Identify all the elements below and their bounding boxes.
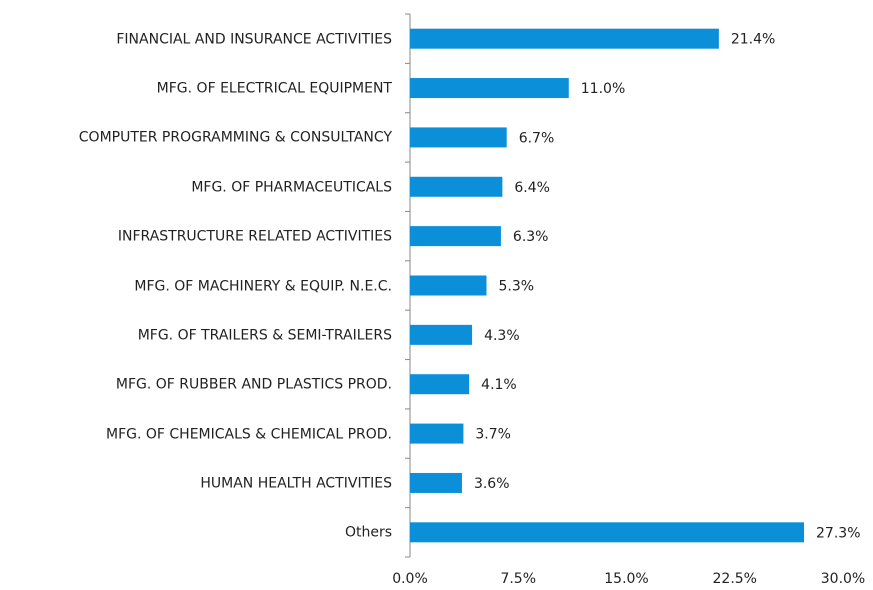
- value-label: 4.1%: [481, 377, 517, 393]
- category-label: FINANCIAL AND INSURANCE ACTIVITIES: [116, 31, 392, 48]
- bar: [410, 78, 569, 99]
- value-label: 3.7%: [475, 427, 511, 443]
- bar: [410, 522, 805, 543]
- bar: [410, 127, 507, 148]
- value-label: 11.0%: [581, 81, 625, 97]
- category-label: Others: [344, 524, 392, 541]
- bar: [410, 226, 501, 247]
- bar: [410, 472, 462, 493]
- value-label: 27.3%: [816, 525, 860, 541]
- x-tick-label: 22.5%: [713, 571, 757, 587]
- bar: [410, 423, 464, 444]
- x-tick-label: 7.5%: [500, 571, 536, 587]
- bar: [410, 176, 503, 197]
- value-label: 21.4%: [731, 32, 775, 48]
- value-label: 6.3%: [513, 229, 549, 245]
- category-label: INFRASTRUCTURE RELATED ACTIVITIES: [117, 228, 392, 245]
- category-label: MFG. OF MACHINERY & EQUIP. N.E.C.: [134, 278, 392, 294]
- x-tick-label: 15.0%: [604, 571, 648, 587]
- category-label: MFG. OF PHARMACEUTICALS: [191, 179, 392, 196]
- category-label: MFG. OF TRAILERS & SEMI-TRAILERS: [137, 327, 392, 344]
- category-label: COMPUTER PROGRAMMING & CONSULTANCY: [78, 129, 392, 146]
- category-label: MFG. OF CHEMICALS & CHEMICAL PROD.: [106, 426, 392, 443]
- bar: [410, 275, 487, 296]
- value-label: 6.4%: [514, 180, 550, 196]
- category-label: MFG. OF RUBBER AND PLASTICS PROD.: [115, 376, 392, 393]
- x-tick-label: 0.0%: [392, 571, 428, 587]
- value-label: 5.3%: [498, 279, 534, 295]
- bar: [410, 28, 719, 49]
- value-label: 3.6%: [474, 476, 510, 492]
- x-tick-label: 30.0%: [821, 571, 865, 587]
- value-label: 6.7%: [519, 130, 555, 146]
- bar: [410, 374, 470, 395]
- category-label: HUMAN HEALTH ACTIVITIES: [200, 475, 392, 492]
- value-label: 4.3%: [484, 328, 520, 344]
- bar: [410, 324, 473, 345]
- category-label: MFG. OF ELECTRICAL EQUIPMENT: [156, 80, 392, 97]
